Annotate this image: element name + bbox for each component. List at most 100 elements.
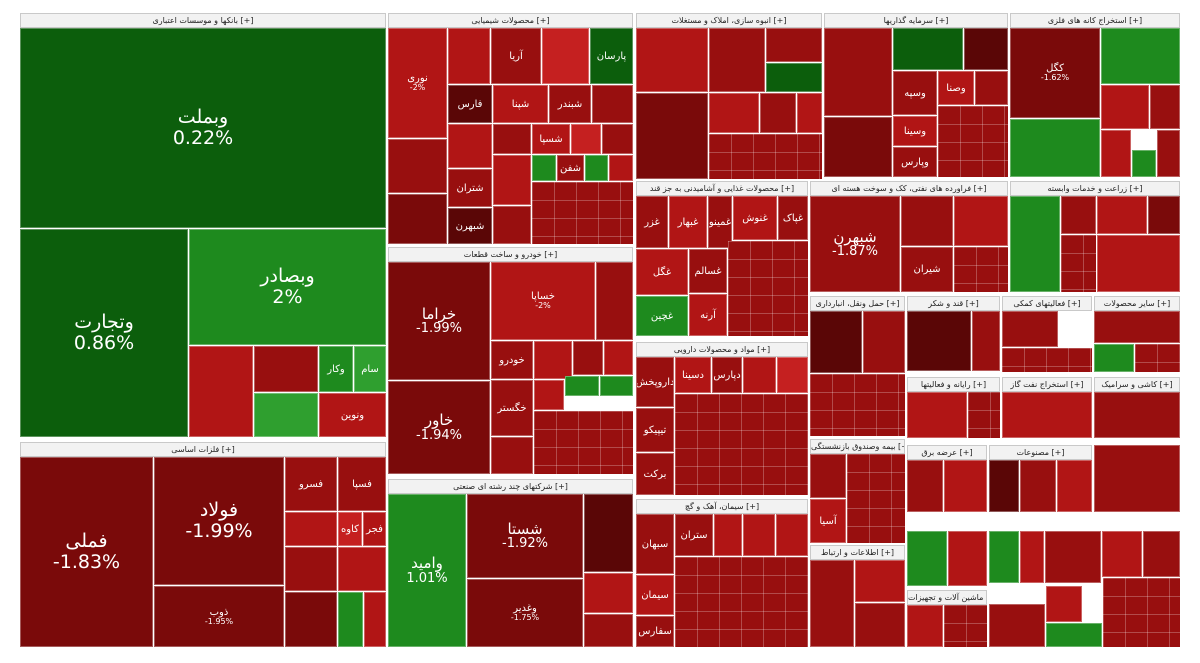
tile-sfars[interactable]: سفارس [636,616,674,647]
tile-auto-small-4[interactable] [604,341,633,375]
tile-zob[interactable]: ذوب -1.95% [154,586,284,647]
tile-chem-small-14[interactable] [493,206,531,244]
tile-ghadr[interactable]: آرنه [689,294,727,336]
tile-tipco[interactable]: تیپیکو [636,408,674,452]
tile-shbehran[interactable]: شبهرن [448,208,492,244]
tile-pharma-2[interactable] [777,357,808,393]
tile-chem-small-13[interactable] [609,155,633,181]
tile-khavar[interactable]: خاور -1.94% [388,381,490,474]
tile-re-4[interactable] [766,63,822,92]
sector-header-other[interactable]: سایر محصولات [+] [1094,296,1180,311]
tile-div-small-1[interactable] [584,494,633,572]
tile-vpost[interactable]: ونوین [319,393,386,437]
tile-ghmino[interactable]: غمینو [708,196,732,248]
tile-vpars[interactable]: وپارس [893,147,937,177]
sector-header-pharma[interactable]: مواد و محصولات دارویی [+] [636,342,808,357]
sector-header-mining[interactable]: استخراج کانه های فلزی [+] [1010,13,1180,28]
tile-auto-small-2[interactable] [534,341,572,379]
tile-inv-3[interactable] [964,28,1008,70]
tile-vsepah[interactable]: وسپه [893,71,937,115]
tile-inv-2[interactable] [893,28,963,70]
tile-bank-small-1[interactable] [189,346,253,437]
tile-mine-1[interactable] [1101,85,1149,129]
tile-shtran[interactable]: شتران [448,169,492,207]
tile-auto-small-8[interactable] [491,437,533,474]
tile-div-small-3[interactable] [584,614,633,647]
tile-sabaran[interactable]: سبهان [636,514,674,574]
tile-chem-small-6[interactable] [448,124,492,168]
tile-rb-7[interactable] [1046,586,1082,622]
sector-header-crafts[interactable]: مصنوعات [+] [989,445,1092,460]
tile-pharma-1[interactable] [743,357,776,393]
tile-re-8[interactable] [797,93,822,133]
tile-auto-small-6[interactable] [565,376,599,396]
tile-shebandar[interactable]: شبندر [549,85,591,123]
tile-fameli[interactable]: فملی -1.83% [20,457,153,647]
tile-ceramic-1[interactable] [1094,392,1180,438]
tile-inv-cluster[interactable] [938,106,1008,177]
tile-kgol[interactable]: کگل -1.62% [1010,28,1100,118]
tile-shfan[interactable]: شفن [557,155,584,181]
tile-shmaha[interactable]: شبهرن -1.87% [810,196,900,292]
tile-vkar[interactable]: وکار [319,346,353,392]
tile-fsarv[interactable]: فسرو [285,457,337,511]
tile-chem-small-5[interactable] [592,85,633,123]
tile-support-1[interactable] [1002,311,1058,347]
tile-oil-1[interactable] [901,196,953,246]
tile-agri-1[interactable] [1010,196,1060,292]
tile-khgostar[interactable]: خگستر [491,380,533,436]
tile-cement-2[interactable] [776,514,808,556]
sector-header-automotive[interactable]: خودرو و ساخت قطعات [+] [388,247,633,262]
tile-vamid[interactable]: وامید 1.01% [388,494,466,647]
tile-noori[interactable]: نوری -2% [388,28,447,138]
tile-re-7[interactable] [760,93,796,133]
tile-auto-cluster[interactable] [534,411,633,474]
tile-vghadir[interactable]: وغدیر -1.75% [467,579,583,647]
tile-sugar-1[interactable] [907,311,971,371]
tile-oil-cluster[interactable] [954,247,1008,292]
tile-comp-cluster[interactable] [968,392,1000,438]
tile-rb-4[interactable] [1102,531,1142,577]
tile-ranfoor[interactable] [863,311,905,373]
tile-chem-small-9[interactable] [602,124,633,154]
sector-header-food[interactable]: محصولات غذایی و آشامیدنی به جز قند [+] [636,181,808,196]
tile-vtejarat[interactable]: وتجارت 0.86% [20,229,188,437]
sector-header-electric[interactable]: عرضه برق [+] [907,445,987,460]
tile-oilgas-1[interactable] [1002,392,1092,438]
tile-rb-6[interactable] [989,604,1045,647]
tile-bank-small-3[interactable] [254,393,318,437]
tile-foolad[interactable]: فولاد -1.99% [154,457,284,585]
tile-inv-5[interactable] [975,71,1008,105]
tile-chem-small-8[interactable] [571,124,601,154]
tile-comp-1[interactable] [907,392,967,438]
tile-rb-cluster[interactable] [1103,578,1180,647]
tile-parsan[interactable]: پارسان [590,28,633,84]
tile-khrama[interactable]: خراما -1.99% [388,262,490,380]
tile-mine-2[interactable] [1150,85,1180,129]
tile-mopars[interactable]: دپارس [712,357,742,393]
tile-vbmellat[interactable]: وبملت 0.22% [20,28,386,228]
tile-re-cluster[interactable] [709,134,822,179]
tile-agri-cluster[interactable] [1061,235,1096,292]
tile-fars[interactable]: فارس [448,85,492,123]
tile-other-cluster[interactable] [1135,344,1180,372]
sector-header-ceramic[interactable]: کاشی و سرامیک [+] [1094,377,1180,392]
tile-mach-1[interactable] [907,531,947,586]
tile-mine-3[interactable] [1101,130,1131,177]
tile-mach-cluster[interactable] [944,605,987,647]
tile-aria[interactable]: آریا [491,28,541,84]
tile-insurance-1[interactable] [810,454,846,498]
tile-borna[interactable]: برکت [636,453,674,495]
sector-header-chemicals[interactable]: محصولات شیمیایی [+] [388,13,633,28]
tile-mine-5[interactable] [1157,130,1180,177]
tile-chem-small-2[interactable] [388,194,447,244]
tile-agri-5[interactable] [1097,235,1180,292]
tile-shpna[interactable]: شپنا [493,85,548,123]
sector-header-ict[interactable]: اطلاعات و ارتباط [+] [810,545,905,560]
tile-chem-small-10[interactable] [493,155,531,205]
tile-other-2[interactable] [1094,344,1134,372]
tile-craft-2[interactable] [1020,460,1056,512]
sector-header-oil[interactable]: فراورده های نفتی، کک و سوخت هسته ای [+] [810,181,1008,196]
tile-mine-4[interactable] [1132,150,1156,177]
sector-header-insurance[interactable]: بیمه وصندوق بازنشستگی [+] [810,439,905,454]
